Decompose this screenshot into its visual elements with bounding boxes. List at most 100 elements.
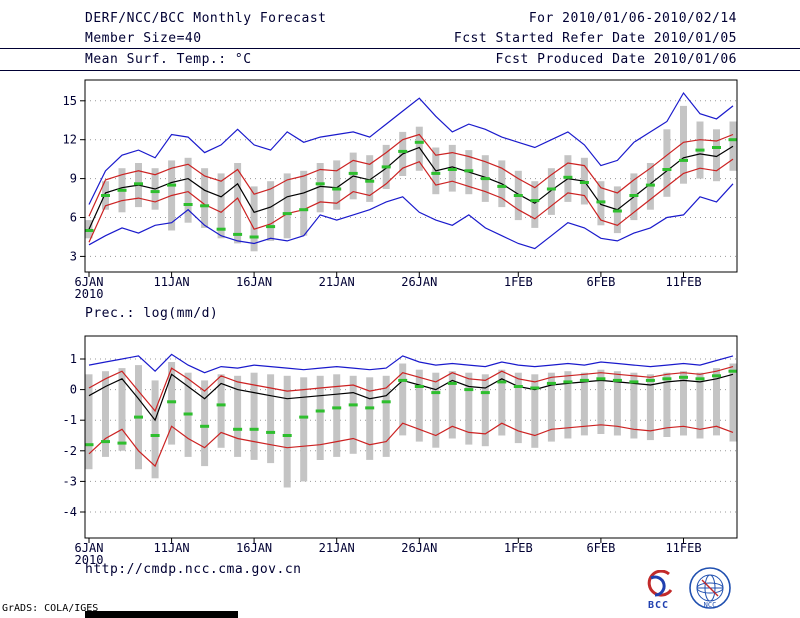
website-url: http://cmdp.ncc.cma.gov.cn	[85, 562, 302, 577]
ensemble-spread-bar	[316, 163, 324, 213]
median-marker	[530, 386, 540, 390]
ensemble-spread-bar	[316, 375, 324, 460]
ncc-logo: NCC	[689, 567, 731, 609]
ensemble-spread-bar	[432, 372, 440, 448]
ensemble-spread-bar	[481, 374, 489, 447]
x-tick-label: 21JAN	[319, 541, 355, 555]
median-marker	[579, 181, 589, 184]
x-tick-label: 11JAN	[154, 275, 190, 289]
x-tick-label: 11FEB	[665, 541, 701, 555]
ensemble-spread-bar	[630, 372, 638, 439]
median-marker	[315, 182, 325, 186]
bcc-logo-red-swirl	[647, 570, 673, 597]
median-marker	[447, 168, 457, 171]
ensemble-spread-bar	[696, 372, 704, 439]
precipitation-ensemble-max-line	[88, 353, 734, 374]
x-tick-label: 1FEB	[504, 541, 533, 555]
median-marker	[315, 409, 325, 413]
ensemble-spread-bar	[448, 371, 456, 439]
median-marker	[299, 208, 309, 212]
ensemble-spread-bar	[151, 380, 159, 479]
ensemble-spread-bar	[547, 372, 555, 442]
median-marker	[712, 374, 721, 378]
x-tick-label: 26JAN	[401, 275, 437, 289]
y-tick-label: 12	[63, 133, 77, 147]
y-tick-label: -3	[63, 474, 77, 488]
median-marker	[266, 430, 276, 434]
ensemble-spread-bar	[201, 380, 209, 467]
temperature-ensemble-max-line	[88, 91, 734, 205]
x-tick-label: 16JAN	[236, 275, 272, 289]
median-marker	[464, 388, 474, 392]
median-marker	[431, 391, 441, 395]
ensemble-spread-bar	[349, 375, 357, 454]
x-tick-label: 11JAN	[154, 541, 190, 555]
y-tick-label: 3	[70, 249, 77, 263]
median-marker	[497, 184, 507, 188]
median-marker	[266, 225, 276, 229]
median-marker	[233, 427, 243, 431]
median-marker	[629, 380, 639, 384]
median-marker	[365, 406, 375, 410]
ensemble-spread-bar	[729, 363, 737, 442]
median-marker	[645, 183, 655, 187]
ensemble-spread-bar	[118, 368, 126, 451]
y-tick-label: -2	[63, 444, 77, 458]
ensemble-spread-bar	[250, 372, 258, 460]
ensemble-spread-bar	[729, 121, 737, 171]
median-marker	[497, 380, 507, 384]
ensemble-spread-bar	[184, 157, 192, 223]
ensemble-spread-bar	[713, 368, 720, 436]
median-marker	[249, 235, 259, 239]
median-marker	[167, 400, 177, 404]
median-marker	[398, 149, 408, 153]
member-size-label: Member Size=40	[85, 31, 202, 46]
median-marker	[579, 378, 589, 382]
median-marker	[546, 187, 556, 191]
median-marker	[431, 171, 441, 175]
ensemble-spread-bar	[415, 369, 423, 442]
ncc-logo-label: NCC	[704, 601, 717, 609]
ensemble-spread-bar	[283, 375, 291, 488]
median-marker	[695, 148, 705, 152]
median-marker	[183, 412, 193, 416]
median-marker	[712, 146, 721, 149]
median-marker	[183, 203, 193, 206]
ensemble-spread-bar	[283, 173, 291, 239]
ensemble-spread-bar	[217, 374, 225, 448]
median-marker	[101, 194, 110, 197]
temperature-ensemble-mean-line	[88, 145, 734, 230]
ensemble-spread-bar	[498, 369, 506, 436]
median-marker	[84, 229, 94, 232]
ensemble-spread-bar	[300, 377, 308, 482]
median-marker	[447, 381, 457, 385]
bottom-black-bar	[85, 611, 238, 618]
median-marker	[679, 158, 688, 162]
x-tick-label: 6FEB	[586, 541, 615, 555]
median-marker	[299, 415, 309, 419]
median-marker	[546, 381, 556, 385]
ensemble-spread-bar	[333, 160, 341, 210]
median-marker	[348, 171, 358, 175]
ensemble-spread-bar	[267, 181, 275, 241]
y-tick-label: -4	[63, 505, 77, 519]
median-marker	[612, 209, 622, 213]
median-marker	[662, 168, 672, 171]
x-tick-label: 6JAN	[75, 275, 104, 289]
precip-panel-title: Prec.: log(mm/d)	[85, 306, 219, 321]
plot-frame	[84, 79, 738, 273]
bcc-logo	[647, 570, 673, 597]
bcc-logo-label: BCC	[648, 600, 670, 611]
ensemble-spread-bar	[234, 375, 242, 457]
ensemble-spread-bar	[613, 371, 621, 436]
ensemble-spread-bar	[250, 186, 258, 252]
median-marker	[563, 380, 573, 384]
median-marker	[348, 403, 358, 407]
x-tick-label: 1FEB	[504, 275, 533, 289]
median-marker	[249, 427, 259, 431]
ensemble-spread-bar	[680, 105, 687, 184]
